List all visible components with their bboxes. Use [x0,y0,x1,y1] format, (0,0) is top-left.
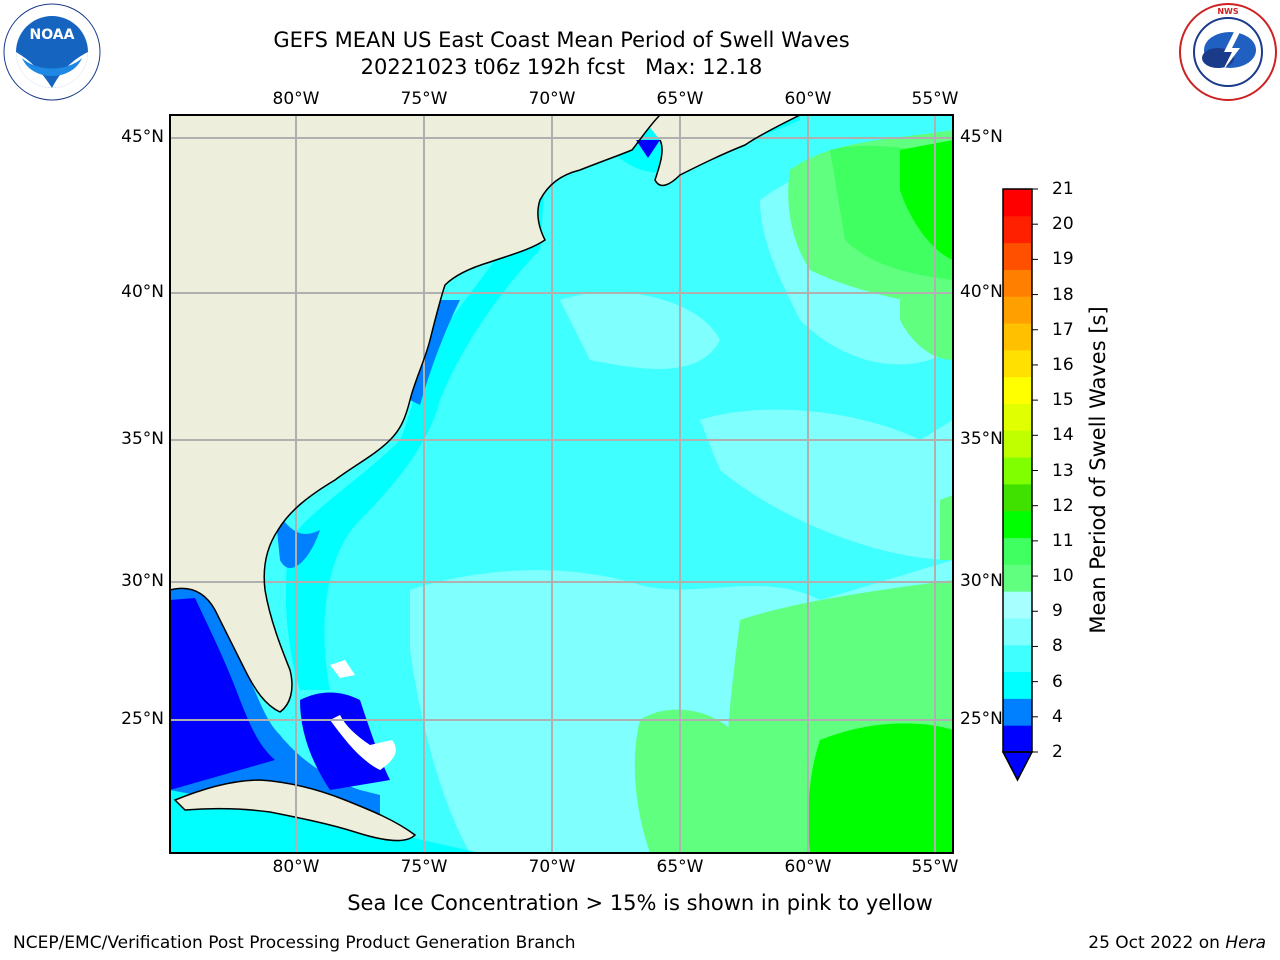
lat-label-right: 35°N [960,429,1003,449]
lon-label-top: 80°W [272,89,320,109]
bay-of-fundy [636,140,660,158]
colorbar-segment [1003,430,1032,458]
colorbar-tick-label: 10 [1052,566,1074,587]
coastline-maritimes [654,115,801,187]
swell-2-4-coastal [275,510,320,569]
colorbar-tick-label: 13 [1052,460,1074,481]
colorbar-segment [1003,403,1032,431]
noaa-logo: NOAA [2,2,102,102]
lat-label-left: 40°N [121,282,164,302]
colorbar-segment [1003,510,1032,539]
map-frame [169,114,954,854]
colorbar-tick-label: 20 [1052,214,1074,235]
swell-9-10-patch [940,495,953,560]
colorbar-tick-label: 16 [1052,354,1074,375]
map-subtitle: 20221023 t06z 192h fcst Max: 12.18 [360,55,763,79]
bahamas-shallow [300,692,390,790]
svg-text:NOAA: NOAA [30,27,75,43]
colorbar-tick-label: 4 [1052,706,1063,727]
colorbar-tick-label: 11 [1052,530,1074,551]
lon-label-top: 65°W [656,89,704,109]
lon-label-bottom: 60°W [784,857,832,877]
colorbar-tick-label: 15 [1052,390,1074,411]
colorbar-tick-label: 17 [1052,319,1074,340]
colorbar-extend-arrow [1001,751,1034,782]
colorbar-segment [1003,483,1032,512]
swell-2-4-coastal [410,300,460,405]
colorbar-tick-label: 14 [1052,425,1074,446]
gulf-deep-region [170,598,275,790]
colorbar-segment [1003,376,1032,404]
colorbar-label: Mean Period of Swell Waves [s] [1086,306,1110,634]
lat-label-left: 35°N [121,429,164,449]
lon-label-top: 55°W [911,89,959,109]
colorbar-segment [1003,591,1032,619]
colorbar-segment [1003,296,1032,324]
lon-label-top: 75°W [400,89,448,109]
colorbar-tick-label: 8 [1052,636,1063,657]
lon-label-bottom: 70°W [528,857,576,877]
bahamas-bank-mask [330,715,396,770]
lon-label-top: 70°W [528,89,576,109]
lat-label-right: 30°N [960,571,1003,591]
colorbar-tick-label: 12 [1052,495,1074,516]
lat-label-left: 45°N [121,127,164,147]
colorbar-segment [1003,215,1032,244]
colorbar-segment [1003,189,1032,217]
colorbar-segment [1003,644,1032,673]
colorbar-segment [1003,349,1032,378]
lon-label-bottom: 75°W [400,857,448,877]
swell-8-9-patch [700,409,953,560]
lat-label-left: 30°N [121,571,164,591]
swell-11-12-region-north [900,140,953,260]
colorbar-segment [1003,671,1032,699]
swell-11-region-south [808,723,953,853]
colorbar-tick-label: 6 [1052,671,1063,692]
colorbar-tick-label: 18 [1052,284,1074,305]
colorbar-segment [1003,725,1032,753]
graticule [170,115,953,853]
land-north-america [170,115,660,712]
colorbar-segment [1003,537,1032,565]
colorbar-tick-label: 9 [1052,601,1063,622]
colorbar [1001,188,1038,782]
lon-label-bottom: 55°W [911,857,959,877]
lon-label-bottom: 65°W [656,857,704,877]
swell-6-coastal-band [285,180,545,690]
colorbar-tick-label: 19 [1052,249,1074,270]
swell-9-10-patch [634,709,740,853]
swell-9-10-patch [900,290,953,360]
colorbar-tick-label: 2 [1052,742,1063,762]
svg-text:NWS: NWS [1217,7,1239,16]
footer-branch: NCEP/EMC/Verification Post Processing Pr… [13,933,576,953]
colorbar-tick-label: 21 [1052,179,1074,199]
colorbar-segment [1003,617,1032,646]
lon-label-top: 60°W [784,89,832,109]
coastline [170,115,661,713]
sea-ice-note: Sea Ice Concentration > 15% is shown in … [347,891,933,915]
colorbar-segment [1003,323,1032,351]
colorbar-segment [1003,698,1032,726]
bahamas-bank-mask [330,660,355,678]
lat-label-left: 25°N [121,709,164,729]
colorbar-segment [1003,269,1032,297]
colorbar-segment [1003,564,1032,592]
colorbar-segment [1003,242,1032,270]
footer-date: 25 Oct 2022 on Hera [1088,933,1266,953]
lon-label-bottom: 80°W [272,857,320,877]
lat-label-right: 40°N [960,282,1003,302]
map-title: GEFS MEAN US East Coast Mean Period of S… [273,28,850,52]
nws-logo: NWS [1178,2,1278,102]
footer-date-text: 25 Oct 2022 on [1088,933,1226,953]
colorbar-segment [1003,457,1032,485]
footer-machine: Hera [1225,933,1266,953]
lat-label-right: 25°N [960,709,1003,729]
lat-label-right: 45°N [960,127,1003,147]
